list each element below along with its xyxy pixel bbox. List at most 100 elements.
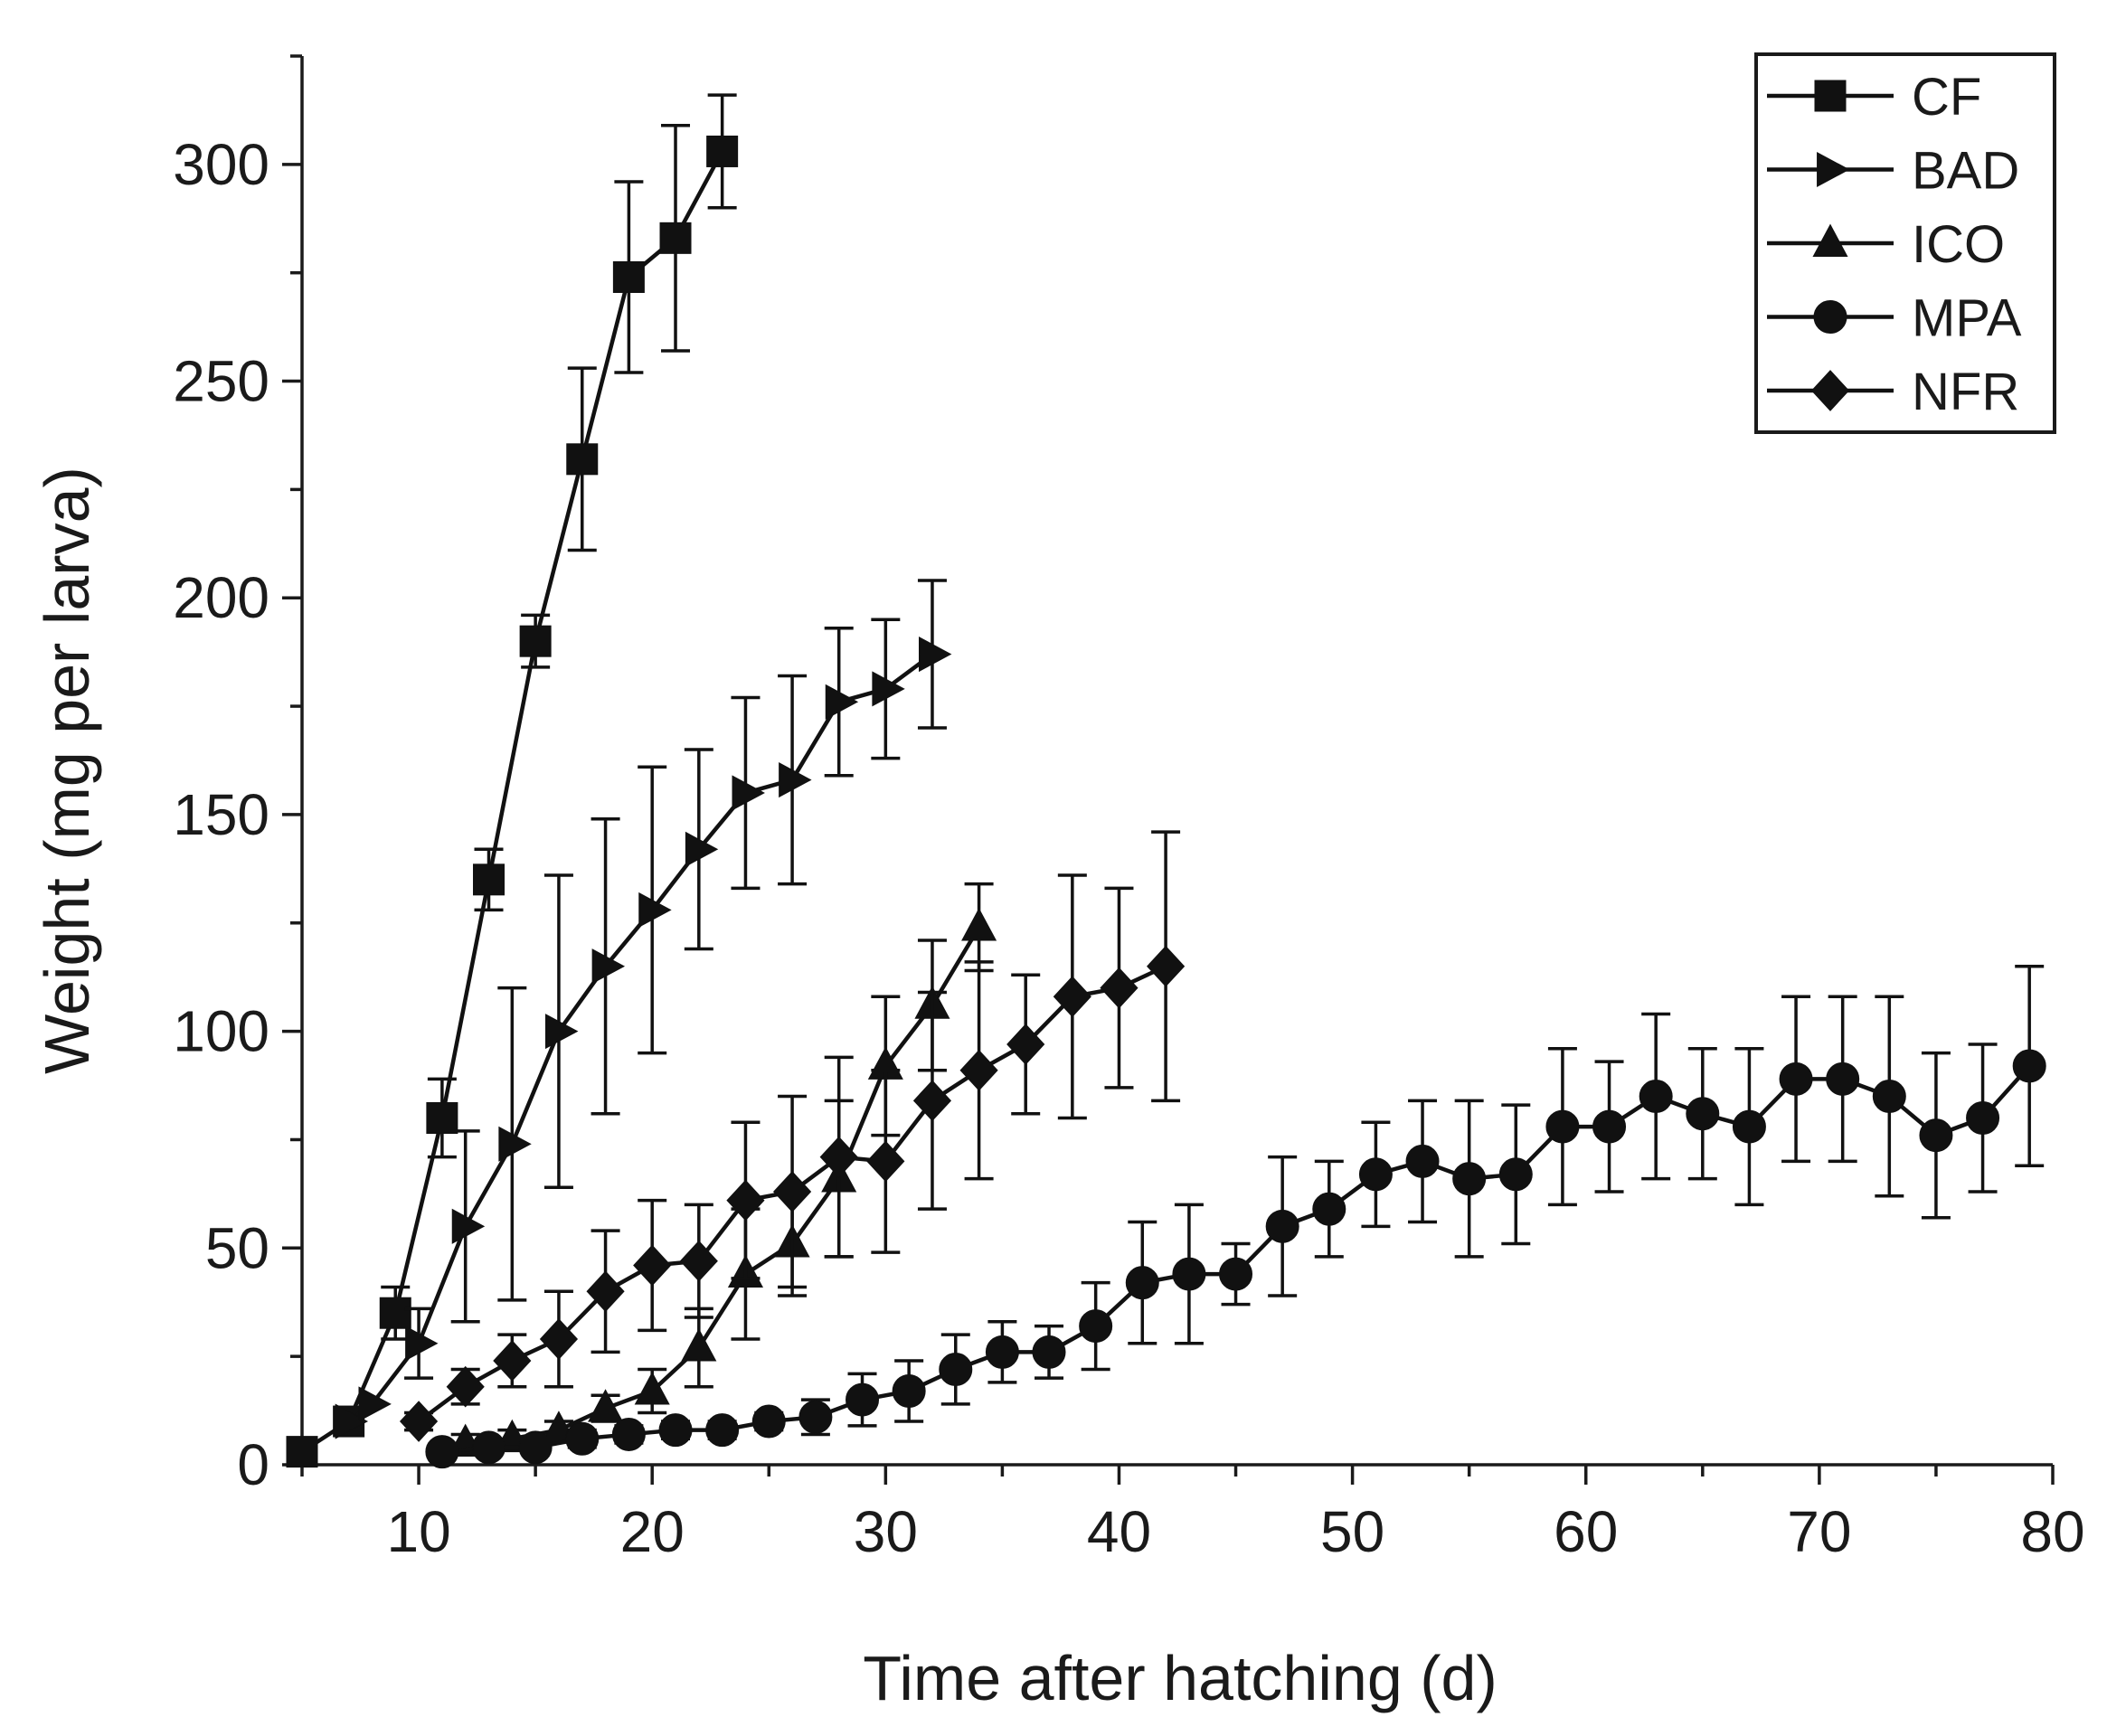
x-tick-label: 10 bbox=[386, 1499, 450, 1564]
data-point-mpa bbox=[1358, 1157, 1393, 1192]
data-point-ico bbox=[961, 908, 997, 941]
series-ico bbox=[448, 882, 997, 1457]
data-point-cf bbox=[473, 863, 505, 896]
series-bad bbox=[335, 579, 952, 1439]
x-tick-label: 30 bbox=[854, 1499, 918, 1564]
data-point-mpa bbox=[518, 1430, 553, 1465]
data-point-nfr bbox=[1053, 976, 1091, 1018]
y-tick-label: 150 bbox=[173, 782, 269, 847]
data-point-cf bbox=[659, 222, 692, 254]
data-point-bad bbox=[405, 1326, 439, 1362]
data-point-bad bbox=[872, 671, 905, 707]
series-line-ico bbox=[465, 926, 981, 1446]
data-point-nfr bbox=[1100, 967, 1139, 1009]
y-tick-label: 200 bbox=[173, 565, 269, 630]
legend-item-nfr: NFR bbox=[1767, 363, 2019, 421]
series-layer bbox=[286, 93, 2046, 1469]
series-mpa bbox=[425, 964, 2046, 1469]
data-point-mpa bbox=[425, 1435, 459, 1469]
data-point-nfr bbox=[493, 1340, 532, 1382]
x-tick-label: 60 bbox=[1554, 1499, 1618, 1564]
data-point-nfr bbox=[1006, 1024, 1045, 1065]
data-point-mpa bbox=[2012, 1049, 2046, 1083]
data-point-bad bbox=[685, 831, 719, 867]
data-point-mpa bbox=[1498, 1157, 1533, 1192]
x-tick-label: 40 bbox=[1087, 1499, 1151, 1564]
series-line-cf bbox=[300, 150, 724, 1454]
data-point-mpa bbox=[1452, 1162, 1487, 1196]
data-point-nfr bbox=[912, 1080, 952, 1122]
axes: 10 20 30 40 50 60 70 80 0 50 100 150 200 250 300 bbox=[173, 54, 2085, 1564]
data-point-nfr bbox=[399, 1401, 439, 1442]
legend-item-ico: ICO bbox=[1767, 215, 2005, 274]
data-point-mpa bbox=[1872, 1080, 1906, 1114]
data-point-nfr bbox=[446, 1365, 485, 1408]
data-point-mpa bbox=[1312, 1192, 1346, 1226]
data-point-bad bbox=[779, 762, 812, 798]
data-point-mpa bbox=[1405, 1144, 1440, 1178]
data-point-mpa bbox=[1172, 1257, 1206, 1291]
data-point-ico bbox=[634, 1372, 670, 1405]
x-tick-label: 70 bbox=[1787, 1499, 1851, 1564]
series-cf bbox=[286, 93, 739, 1468]
data-point-mpa bbox=[658, 1413, 693, 1448]
data-point-bad bbox=[825, 684, 859, 720]
series-nfr bbox=[399, 830, 1186, 1442]
legend-item-bad: BAD bbox=[1767, 142, 2019, 201]
data-point-mpa bbox=[892, 1374, 926, 1409]
data-point-mpa bbox=[1265, 1209, 1299, 1243]
data-point-mpa bbox=[611, 1417, 646, 1451]
data-point-mpa bbox=[1545, 1109, 1580, 1144]
data-point-bad bbox=[544, 1014, 579, 1050]
series-line-bad bbox=[347, 652, 934, 1423]
data-point-cf bbox=[426, 1101, 458, 1134]
data-point-mpa bbox=[985, 1335, 1019, 1369]
y-tick-label: 250 bbox=[173, 349, 269, 414]
y-axis-title: Weight (mg per larva) bbox=[32, 467, 102, 1074]
data-point-mpa bbox=[1732, 1109, 1766, 1144]
data-point-cf bbox=[612, 260, 645, 293]
data-point-nfr bbox=[633, 1244, 672, 1287]
data-point-mpa bbox=[1779, 1061, 1813, 1096]
data-point-nfr bbox=[866, 1140, 905, 1183]
legend-item-cf: CF bbox=[1767, 68, 1981, 127]
data-point-mpa bbox=[1125, 1266, 1159, 1300]
y-tick-label: 300 bbox=[173, 132, 269, 197]
data-point-mpa bbox=[939, 1353, 973, 1387]
data-point-bad bbox=[919, 637, 952, 673]
data-point-nfr bbox=[959, 1049, 998, 1091]
x-axis-title: Time after hatching (d) bbox=[863, 1643, 1498, 1713]
legend: CF BAD ICO MPA NFR bbox=[1754, 52, 2056, 434]
data-point-bad bbox=[451, 1208, 486, 1244]
data-point-mpa bbox=[751, 1404, 786, 1439]
data-point-mpa bbox=[472, 1430, 506, 1465]
data-point-nfr bbox=[586, 1270, 625, 1313]
data-point-mpa bbox=[705, 1413, 740, 1448]
data-point-bad bbox=[591, 948, 626, 985]
data-point-bad bbox=[335, 1403, 369, 1439]
legend-item-mpa: MPA bbox=[1767, 289, 2022, 348]
y-tick-label: 50 bbox=[205, 1215, 269, 1280]
legend-box bbox=[1754, 52, 2056, 434]
data-point-cf bbox=[379, 1297, 411, 1329]
legend-marker-mpa bbox=[1813, 300, 1847, 334]
data-point-mpa bbox=[1919, 1118, 1953, 1153]
legend-label-nfr: NFR bbox=[1912, 363, 2019, 421]
legend-marker-nfr bbox=[1810, 370, 1850, 411]
data-point-mpa bbox=[1639, 1080, 1673, 1114]
data-point-mpa bbox=[846, 1382, 880, 1417]
legend-marker-bad bbox=[1817, 151, 1850, 188]
x-tick-label: 20 bbox=[620, 1499, 685, 1564]
y-tick-label: 0 bbox=[237, 1432, 269, 1497]
legend-label-mpa: MPA bbox=[1912, 289, 2022, 348]
data-point-nfr bbox=[679, 1240, 718, 1282]
data-point-mpa bbox=[1592, 1109, 1627, 1144]
data-point-mpa bbox=[1219, 1257, 1253, 1291]
legend-marker-cf bbox=[1814, 80, 1847, 112]
x-tick-label: 50 bbox=[1320, 1499, 1384, 1564]
data-point-cf bbox=[706, 135, 739, 167]
data-point-mpa bbox=[1826, 1061, 1860, 1096]
data-point-mpa bbox=[1966, 1100, 2000, 1135]
